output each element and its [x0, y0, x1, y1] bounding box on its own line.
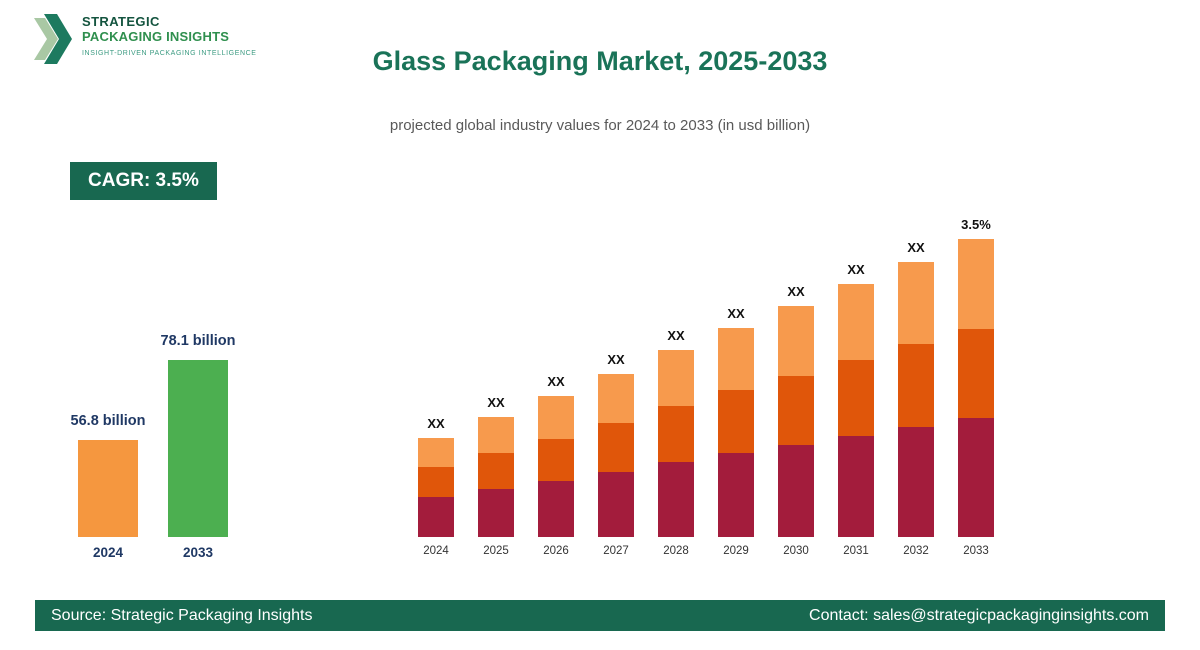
growth-bar-2033: [168, 360, 228, 537]
brand-name-line1: STRATEGIC: [82, 14, 160, 29]
growth-bar-column-2024: 56.8 billion 2024: [71, 300, 146, 560]
bar-stack-2031: [838, 284, 874, 537]
bar-top-label: XX: [607, 352, 625, 367]
footer-source: Source: Strategic Packaging Insights: [51, 606, 313, 624]
bar-stack-2028: [658, 350, 694, 537]
bar-year-label: 2033: [963, 545, 989, 557]
page-title: Glass Packaging Market, 2025-2033: [372, 46, 828, 76]
bar-year-label: 2027: [603, 545, 629, 557]
bar-top-label: XX: [727, 306, 745, 321]
bar-top-label: XX: [907, 240, 925, 255]
bar-segment-top: [538, 396, 574, 439]
bar-segment-middle: [598, 423, 634, 472]
bar-segment-bottom: [478, 489, 514, 537]
bar-segment-top: [598, 374, 634, 423]
brand-name-line2: PACKAGING INSIGHTS: [82, 29, 230, 44]
bar-segment-middle: [778, 376, 814, 445]
stacked-bar-column-2033: 3.5% 2033: [958, 197, 994, 557]
stacked-bar-chart: XX 2024 XX 2025 XX 2026 XX 2027 XX 2028 XX 2029 XX 20…: [418, 197, 994, 557]
bar-segment-middle: [718, 390, 754, 453]
bar-year-label: 2025: [483, 545, 509, 557]
bar-segment-top: [778, 306, 814, 376]
bar-segment-top: [658, 350, 694, 406]
bar-year-label: 2024: [423, 545, 449, 557]
bar-year-label: 2032: [903, 545, 929, 557]
bar-stack-2024: [418, 438, 454, 537]
brand-logo-text: STRATEGIC PACKAGING INSIGHTS INSIGHT-DRI…: [82, 14, 257, 57]
stacked-bar-column-2030: XX 2030: [778, 197, 814, 557]
bar-top-label: XX: [847, 262, 865, 277]
growth-bar-2024: [78, 440, 138, 537]
stacked-bar-column-2027: XX 2027: [598, 197, 634, 557]
bar-top-label: XX: [667, 328, 685, 343]
bar-year-label: 2029: [723, 545, 749, 557]
bar-segment-middle: [478, 453, 514, 489]
bar-segment-bottom: [538, 481, 574, 537]
bar-segment-middle: [838, 360, 874, 436]
footer-bar: Source: Strategic Packaging Insights Con…: [35, 600, 1165, 631]
bar-top-label: XX: [427, 416, 445, 431]
bar-stack-2032: [898, 262, 934, 537]
bar-segment-top: [478, 417, 514, 453]
bar-stack-2025: [478, 417, 514, 537]
bar-top-label: XX: [487, 395, 505, 410]
bar-value-label: 78.1 billion: [160, 333, 236, 349]
bar-segment-bottom: [418, 497, 454, 537]
stacked-bar-column-2024: XX 2024: [418, 197, 454, 557]
stacked-bar-column-2025: XX 2025: [478, 197, 514, 557]
logo-chevron-icon: [34, 14, 72, 64]
bar-segment-top: [838, 284, 874, 360]
bar-year-label: 2030: [783, 545, 809, 557]
growth-bar-column-2033: 78.1 billion 2033: [161, 300, 236, 560]
bar-segment-middle: [898, 344, 934, 427]
bar-stack-2030: [778, 306, 814, 537]
bar-segment-top: [898, 262, 934, 344]
bar-segment-top: [418, 438, 454, 467]
bar-year-label: 2028: [663, 545, 689, 557]
bar-segment-bottom: [958, 418, 994, 537]
stacked-bar-column-2029: XX 2029: [718, 197, 754, 557]
stacked-bar-column-2028: XX 2028: [658, 197, 694, 557]
stacked-bar-column-2026: XX 2026: [538, 197, 574, 557]
bar-year-label: 2024: [92, 545, 124, 560]
bar-segment-bottom: [658, 462, 694, 537]
bar-segment-bottom: [838, 436, 874, 537]
bar-stack-2033: [958, 239, 994, 537]
bar-top-label: 3.5%: [961, 217, 991, 232]
bar-year-label: 2026: [543, 545, 569, 557]
bar-segment-middle: [658, 406, 694, 462]
bar-segment-bottom: [718, 453, 754, 537]
bar-segment-middle: [418, 467, 454, 497]
page-subtitle: projected global industry values for 202…: [389, 117, 811, 134]
brand-logo: STRATEGIC PACKAGING INSIGHTS INSIGHT-DRI…: [34, 14, 257, 64]
bar-year-label: 2033: [182, 545, 214, 560]
bar-year-label: 2031: [843, 545, 869, 557]
bar-top-label: XX: [547, 374, 565, 389]
bar-stack-2029: [718, 328, 754, 537]
growth-summary-chart: 56.8 billion 2024 78.1 billion 2033: [71, 300, 236, 560]
bar-top-label: XX: [787, 284, 805, 299]
bar-value-label: 56.8 billion: [70, 413, 146, 429]
bar-segment-bottom: [778, 445, 814, 537]
cagr-badge: CAGR: 3.5%: [70, 162, 217, 200]
stacked-bar-column-2031: XX 2031: [838, 197, 874, 557]
bar-segment-bottom: [598, 472, 634, 537]
bar-segment-top: [958, 239, 994, 329]
stacked-bar-column-2032: XX 2032: [898, 197, 934, 557]
bar-segment-middle: [538, 439, 574, 481]
footer-contact: Contact: sales@strategicpackaginginsight…: [809, 606, 1149, 624]
bar-segment-bottom: [898, 427, 934, 537]
bar-segment-top: [718, 328, 754, 390]
bar-segment-middle: [958, 329, 994, 418]
bar-stack-2026: [538, 396, 574, 537]
brand-tagline: INSIGHT-DRIVEN PACKAGING INTELLIGENCE: [82, 50, 257, 57]
bar-stack-2027: [598, 374, 634, 537]
